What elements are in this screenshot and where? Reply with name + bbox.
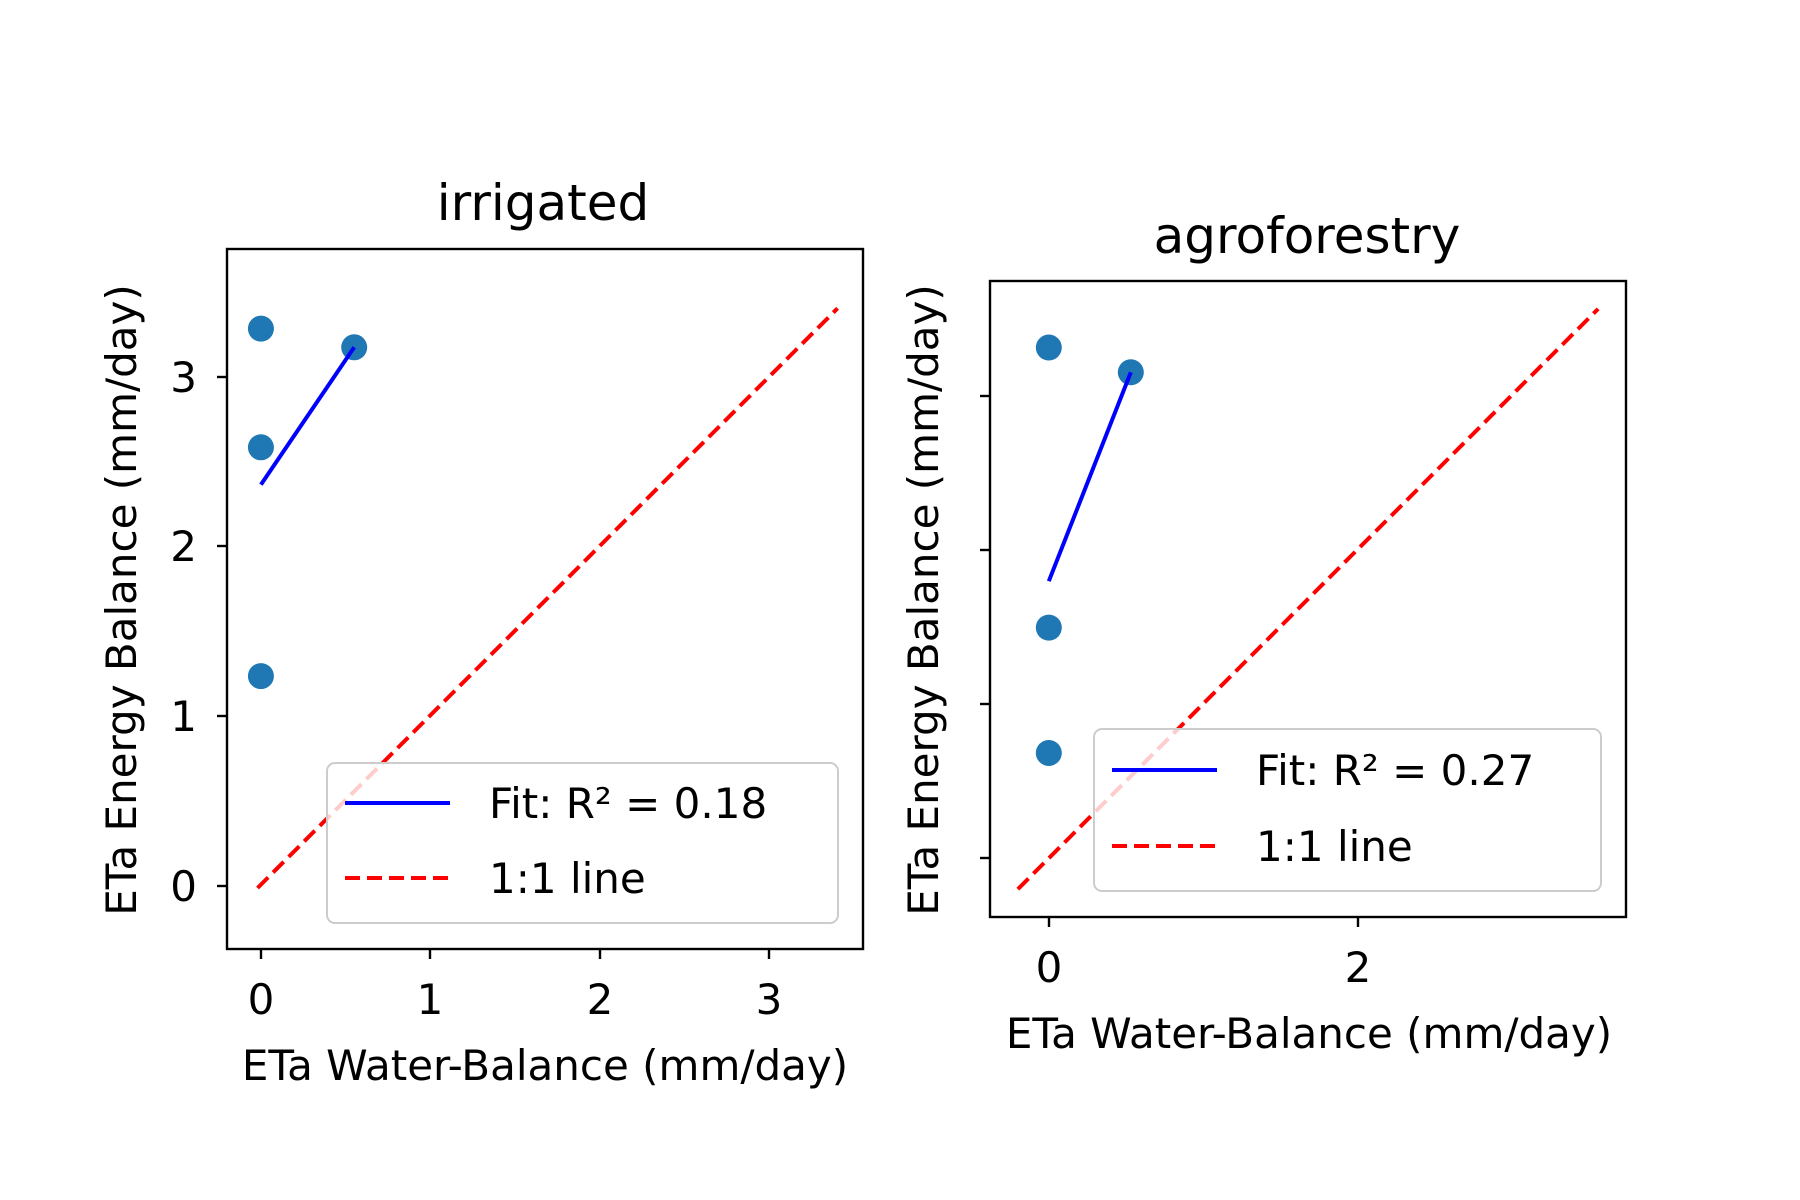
chart-title: agroforestry — [1154, 207, 1461, 265]
axes-frame — [225, 247, 865, 951]
x-tick-label: 3 — [756, 975, 783, 1024]
scatter-point — [247, 434, 274, 461]
y-tick-label: 3 — [170, 353, 197, 402]
scatter-point — [1035, 739, 1062, 766]
scatter-point — [1035, 614, 1062, 641]
x-tick: 0 — [1036, 917, 1063, 992]
y-tick: 3 — [170, 353, 227, 402]
panel-irrigated: irrigated ETa Water-Balance (mm/day) ETa… — [97, 174, 865, 1090]
legend-fit-label: Fit: R² = 0.18 — [489, 779, 767, 828]
y-tick: 2 — [170, 522, 227, 571]
legend-box — [1093, 728, 1602, 892]
legend: Fit: R² = 0.27 1:1 line — [1093, 728, 1602, 892]
panel-agroforestry: agroforestry ETa Water-Balance (mm/day) … — [899, 207, 1628, 1058]
fit-line — [259, 346, 356, 486]
legend: Fit: R² = 0.18 1:1 line — [326, 762, 839, 924]
legend-box — [326, 762, 839, 924]
legend-fit-label: Fit: R² = 0.27 — [1256, 746, 1534, 795]
scatter-point — [1035, 334, 1062, 361]
plot-area — [1016, 307, 1600, 891]
x-tick: 1 — [417, 949, 444, 1024]
x-tick-label: 2 — [1345, 943, 1372, 992]
x-tick-label: 2 — [587, 975, 614, 1024]
x-tick: 2 — [587, 949, 614, 1024]
y-tick: 0 — [170, 862, 227, 911]
y-tick-label: 1 — [170, 692, 197, 741]
axes-frame — [988, 279, 1628, 919]
scatter-point — [247, 663, 274, 690]
y-tick-label: 0 — [170, 862, 197, 911]
legend-one-to-one-label: 1:1 line — [1256, 822, 1413, 871]
legend-one-to-one-label: 1:1 line — [489, 854, 646, 903]
y-axis-label: ETa Energy Balance (mm/day) — [97, 284, 146, 916]
y-tick: 1 — [170, 692, 227, 741]
scatter-point — [247, 315, 274, 342]
x-tick-label: 0 — [248, 975, 275, 1024]
y-tick-label: 2 — [170, 522, 197, 571]
chart-title: irrigated — [437, 174, 650, 232]
x-tick: 3 — [756, 949, 783, 1024]
x-tick-label: 1 — [417, 975, 444, 1024]
x-tick: 0 — [248, 949, 275, 1024]
x-axis-label: ETa Water-Balance (mm/day) — [1006, 1009, 1612, 1058]
y-axis-label: ETa Energy Balance (mm/day) — [899, 284, 948, 916]
fit-line — [1046, 371, 1133, 582]
x-tick: 2 — [1345, 917, 1372, 992]
x-axis-label: ETa Water-Balance (mm/day) — [242, 1041, 848, 1090]
x-tick-label: 0 — [1036, 943, 1063, 992]
